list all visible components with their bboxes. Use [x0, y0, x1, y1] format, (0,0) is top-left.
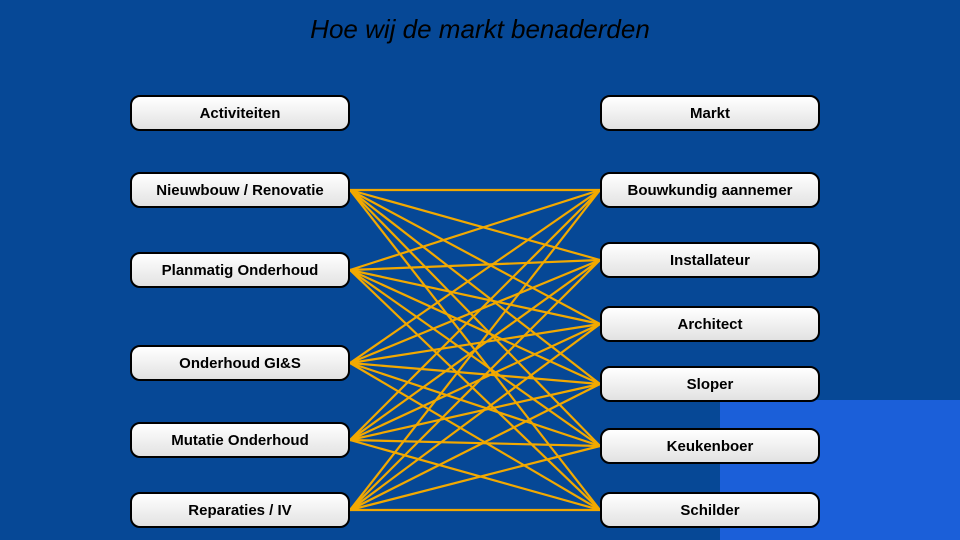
left-node-4: Reparaties / IV [130, 492, 350, 528]
right-node-0: Bouwkundig aannemer [600, 172, 820, 208]
right-node-1: Installateur [600, 242, 820, 278]
left-node-2: Onderhoud GI&S [130, 345, 350, 381]
right-node-5: Schilder [600, 492, 820, 528]
right-node-3: Sloper [600, 366, 820, 402]
column-header-activiteiten: Activiteiten [130, 95, 350, 131]
left-node-0: Nieuwbouw / Renovatie [130, 172, 350, 208]
column-header-markt: Markt [600, 95, 820, 131]
slide-title: Hoe wij de markt benaderden [0, 14, 960, 45]
right-node-4: Keukenboer [600, 428, 820, 464]
left-node-1: Planmatig Onderhoud [130, 252, 350, 288]
right-node-2: Architect [600, 306, 820, 342]
left-node-3: Mutatie Onderhoud [130, 422, 350, 458]
